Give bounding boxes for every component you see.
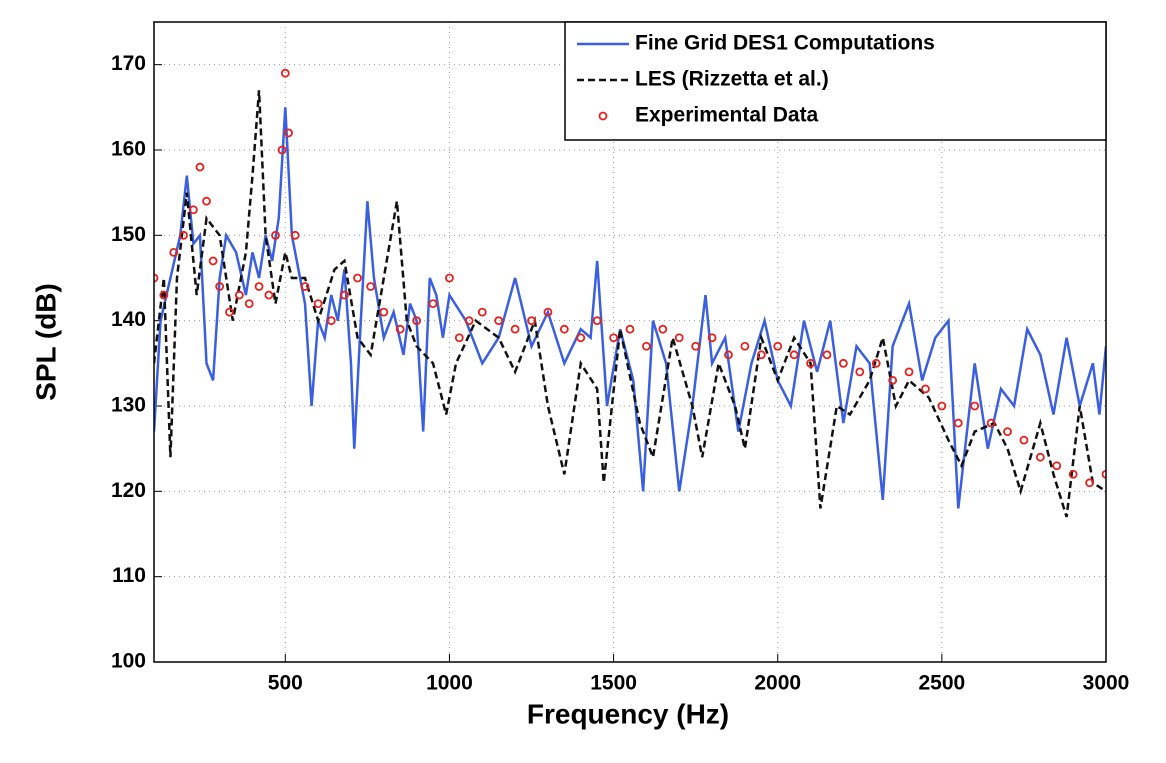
data-point bbox=[1019, 435, 1029, 445]
data-point bbox=[428, 299, 438, 309]
data-point bbox=[592, 316, 602, 326]
data-point bbox=[188, 205, 198, 215]
data-line bbox=[154, 107, 1106, 509]
x-tick-label: 1000 bbox=[426, 672, 473, 695]
data-point bbox=[806, 358, 815, 368]
data-point bbox=[691, 341, 701, 351]
data-point bbox=[1068, 469, 1078, 479]
y-tick-label: 130 bbox=[111, 394, 146, 417]
y-tick-label: 120 bbox=[111, 479, 146, 502]
data-point bbox=[625, 324, 635, 334]
x-tick-label: 2500 bbox=[919, 672, 966, 695]
data-point bbox=[904, 367, 914, 377]
data-point bbox=[477, 307, 487, 317]
data-point bbox=[280, 68, 290, 78]
legend-marker bbox=[598, 111, 608, 121]
x-tick-label: 2000 bbox=[754, 672, 801, 695]
data-point bbox=[724, 350, 733, 360]
data-point bbox=[159, 290, 169, 300]
data-point bbox=[1052, 461, 1062, 471]
data-point bbox=[789, 350, 799, 360]
y-tick-label: 170 bbox=[111, 52, 146, 75]
x-tick-label: 500 bbox=[268, 672, 303, 695]
data-point bbox=[277, 145, 287, 155]
data-point bbox=[264, 290, 274, 300]
data-point bbox=[642, 341, 651, 351]
data-point bbox=[454, 333, 464, 343]
y-tick-label: 160 bbox=[111, 138, 146, 161]
data-point bbox=[366, 282, 376, 291]
data-point bbox=[986, 418, 996, 428]
data-point bbox=[445, 273, 454, 283]
legend-label: Fine Grid DES1 Computations bbox=[635, 32, 935, 55]
data-point bbox=[658, 324, 668, 334]
data-point bbox=[773, 341, 783, 351]
data-point bbox=[234, 290, 244, 300]
data-point bbox=[215, 282, 225, 291]
y-tick-label: 100 bbox=[111, 650, 146, 673]
data-point bbox=[353, 273, 362, 283]
data-point bbox=[169, 247, 179, 257]
data-point bbox=[609, 333, 618, 343]
data-point bbox=[838, 358, 848, 368]
data-line bbox=[154, 90, 1106, 518]
data-point bbox=[412, 316, 422, 326]
data-point bbox=[1101, 469, 1106, 479]
x-tick-label: 3000 bbox=[1083, 672, 1130, 695]
data-point bbox=[244, 299, 254, 309]
legend-box bbox=[564, 21, 1107, 141]
data-point bbox=[202, 196, 211, 206]
data-point bbox=[1035, 452, 1045, 462]
data-point bbox=[494, 316, 504, 326]
data-point bbox=[195, 162, 205, 172]
data-point bbox=[1085, 478, 1094, 488]
data-point bbox=[179, 230, 188, 240]
data-point bbox=[225, 307, 234, 317]
data-point bbox=[888, 375, 898, 385]
data-point bbox=[326, 316, 336, 326]
data-point bbox=[937, 401, 947, 411]
legend-label: Experimental Data bbox=[635, 104, 819, 127]
data-point bbox=[871, 358, 881, 368]
data-point bbox=[855, 367, 865, 377]
legend-label: LES (Rizzetta et al.) bbox=[635, 68, 829, 91]
data-point bbox=[756, 350, 766, 360]
data-point bbox=[953, 418, 963, 428]
data-point bbox=[527, 316, 536, 326]
plot bbox=[154, 68, 1106, 518]
data-point bbox=[290, 230, 300, 240]
y-tick-label: 110 bbox=[112, 564, 146, 587]
data-point bbox=[208, 256, 218, 266]
data-point bbox=[921, 384, 930, 394]
data-point bbox=[970, 401, 980, 411]
data-point bbox=[822, 350, 832, 360]
y-tick-label: 140 bbox=[111, 308, 146, 331]
data-point bbox=[254, 282, 264, 291]
x-tick-label: 1500 bbox=[590, 672, 637, 695]
data-point bbox=[543, 307, 553, 317]
x-axis-label: Frequency (Hz) bbox=[527, 698, 729, 729]
y-axis-label: SPL (dB) bbox=[30, 283, 61, 401]
data-point bbox=[300, 282, 310, 291]
data-point bbox=[559, 324, 569, 334]
data-point bbox=[339, 290, 349, 300]
data-point bbox=[674, 333, 684, 343]
data-point bbox=[510, 324, 520, 334]
data-point bbox=[464, 316, 474, 326]
data-point bbox=[284, 128, 293, 138]
data-point bbox=[271, 230, 280, 240]
data-point bbox=[154, 273, 159, 283]
data-point bbox=[1003, 427, 1012, 437]
data-point bbox=[740, 341, 750, 351]
data-point bbox=[707, 333, 717, 343]
data-point bbox=[313, 299, 323, 309]
y-tick-label: 150 bbox=[111, 223, 146, 246]
data-point bbox=[395, 324, 405, 334]
data-point bbox=[379, 307, 389, 317]
data-point bbox=[576, 333, 586, 343]
